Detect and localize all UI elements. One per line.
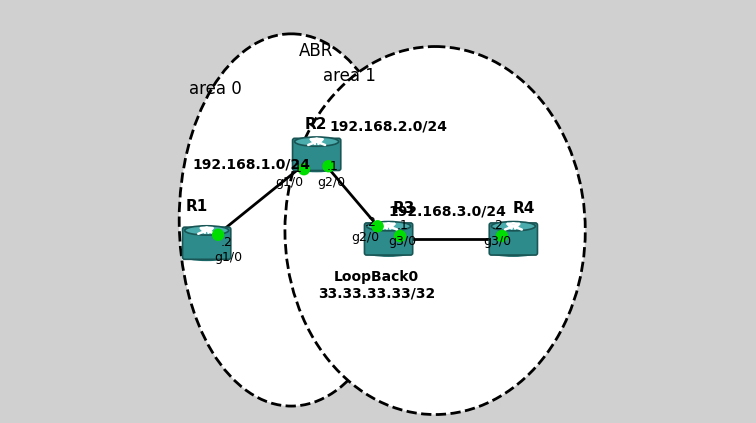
Text: g3/0: g3/0: [483, 236, 511, 248]
Ellipse shape: [490, 247, 537, 256]
Ellipse shape: [491, 222, 535, 231]
Text: area 1: area 1: [323, 67, 376, 85]
Text: .1: .1: [291, 162, 302, 175]
FancyBboxPatch shape: [364, 223, 413, 255]
Text: g2/0: g2/0: [352, 231, 380, 244]
Circle shape: [212, 229, 224, 240]
Text: .2: .2: [491, 220, 503, 232]
Text: .2: .2: [221, 236, 233, 249]
Ellipse shape: [293, 163, 339, 172]
FancyBboxPatch shape: [293, 138, 341, 170]
Ellipse shape: [184, 252, 230, 261]
Text: R1: R1: [186, 199, 208, 214]
Circle shape: [299, 164, 309, 175]
Text: .1: .1: [396, 220, 408, 232]
Text: 192.168.1.0/24: 192.168.1.0/24: [192, 158, 310, 172]
Text: ABR: ABR: [299, 42, 333, 60]
Circle shape: [323, 161, 334, 172]
Text: R4: R4: [513, 201, 535, 216]
Text: area 0: area 0: [189, 80, 241, 98]
Ellipse shape: [367, 222, 411, 231]
Circle shape: [395, 231, 405, 242]
Ellipse shape: [184, 226, 228, 235]
Text: .1: .1: [327, 160, 339, 173]
FancyBboxPatch shape: [489, 223, 538, 255]
Text: g2/0: g2/0: [317, 176, 345, 189]
Text: R2: R2: [305, 117, 327, 132]
Circle shape: [497, 231, 507, 242]
Text: g1/0: g1/0: [214, 251, 242, 264]
Text: 192.168.3.0/24: 192.168.3.0/24: [389, 204, 507, 219]
Ellipse shape: [179, 34, 404, 406]
Text: LoopBack0: LoopBack0: [334, 270, 420, 284]
Circle shape: [372, 221, 383, 232]
Text: g3/0: g3/0: [388, 236, 416, 248]
Text: 192.168.2.0/24: 192.168.2.0/24: [330, 120, 448, 134]
Text: g1/0: g1/0: [275, 176, 303, 189]
Ellipse shape: [365, 247, 412, 256]
FancyBboxPatch shape: [182, 227, 231, 259]
Text: 33.33.33.33/32: 33.33.33.33/32: [318, 287, 435, 301]
Ellipse shape: [285, 47, 585, 415]
Text: R3: R3: [393, 201, 415, 216]
Text: .2: .2: [365, 217, 376, 229]
Ellipse shape: [295, 137, 339, 146]
